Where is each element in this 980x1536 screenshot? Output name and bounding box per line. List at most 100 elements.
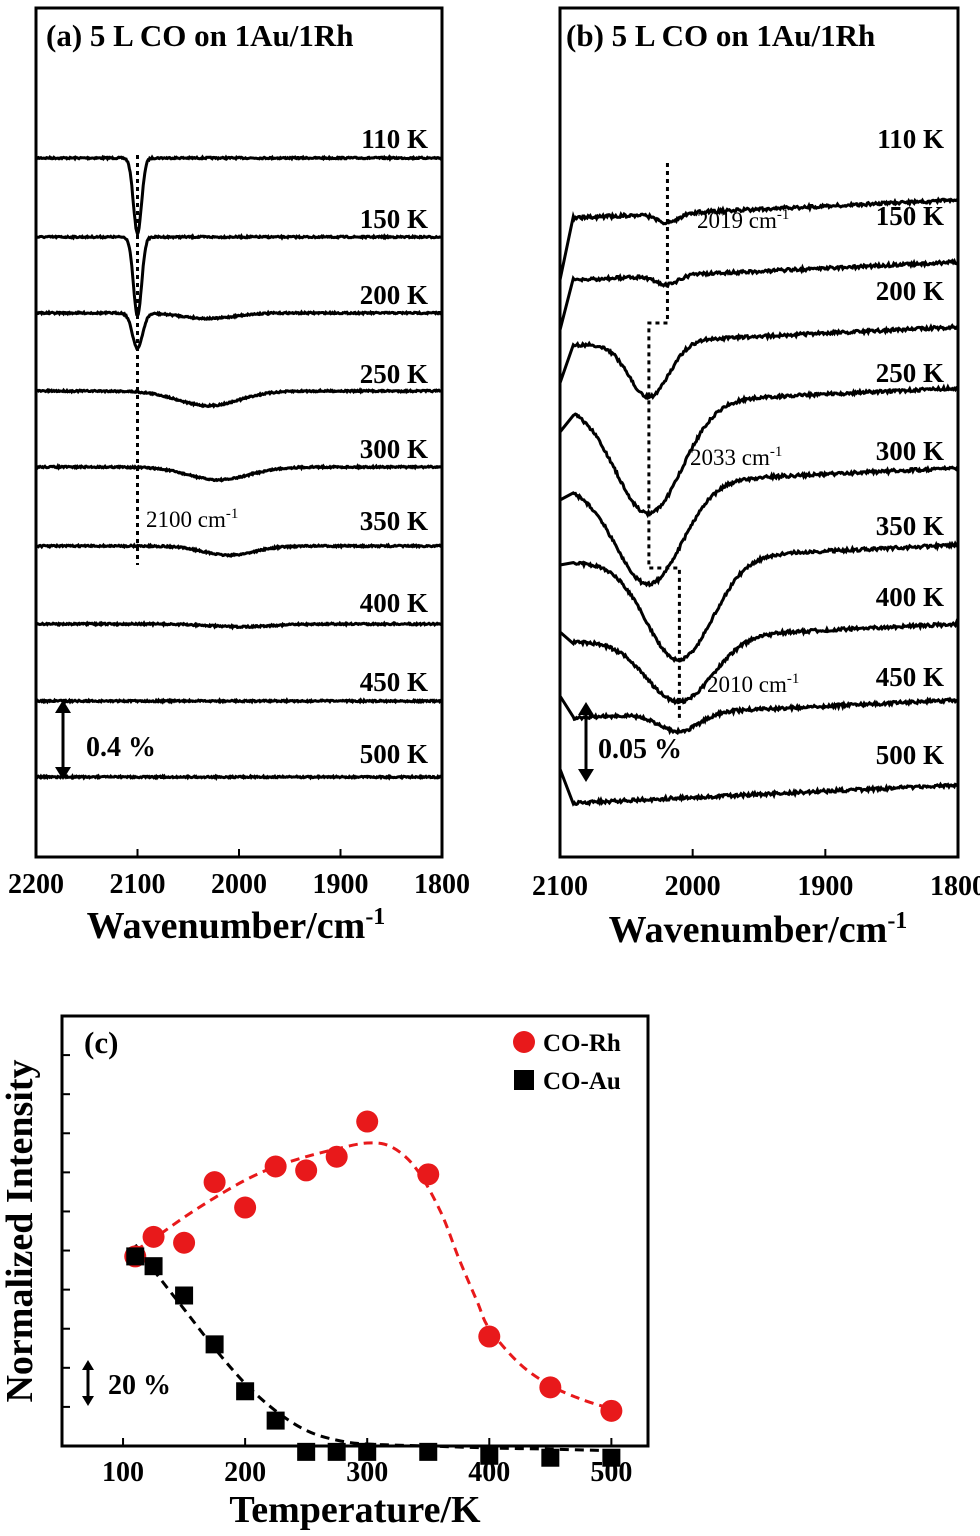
co-au-point bbox=[358, 1442, 377, 1461]
panel-b-x-tick-label: 1800 bbox=[930, 871, 980, 902]
co-au-point bbox=[175, 1286, 194, 1305]
co-rh-point bbox=[264, 1155, 287, 1178]
panel-b-trace-label-300-k: 300 K bbox=[876, 436, 944, 466]
panel-a-trace-450-k bbox=[35, 697, 443, 705]
panel-b-x-tick-label: 1900 bbox=[797, 871, 853, 902]
panel-a-x-tick-label: 1900 bbox=[313, 869, 369, 900]
panel-b-peak-annotation-2010: 2010 cm-1 bbox=[707, 671, 799, 697]
panel-b-trace-label-110-k: 110 K bbox=[877, 124, 944, 154]
panel-a-trace-400-k bbox=[35, 620, 442, 631]
panel-b-peak-annotation-2033: 2033 cm-1 bbox=[690, 444, 782, 470]
panel-b-peak-annotation-2019: 2019 cm-1 bbox=[697, 207, 789, 233]
co-au-point bbox=[144, 1257, 163, 1276]
panel-a-x-tick-label: 2100 bbox=[110, 869, 166, 900]
co-rh-fit-curve bbox=[134, 1141, 612, 1411]
panel-b-trace-350-k bbox=[559, 540, 959, 664]
co-rh-point bbox=[295, 1159, 318, 1182]
panel-b-scale-label: 0.05 % bbox=[598, 734, 682, 765]
panel-a-peak-annotation: 2100 cm-1 bbox=[146, 506, 238, 532]
panel-c-label: (c) bbox=[84, 1025, 118, 1060]
panel-a-scale-label: 0.4 % bbox=[86, 732, 156, 763]
panel-c-x-tick-label: 300 bbox=[346, 1457, 388, 1488]
panel-a-trace-label-150-k: 150 K bbox=[360, 204, 428, 234]
co-rh-point bbox=[600, 1399, 623, 1422]
panel-a: (a) 5 L CO on 1Au/1Rh 110 K 150 K 200 K 250… bbox=[8, 6, 470, 947]
co-au-point bbox=[327, 1442, 346, 1461]
panel-a-x-axis-title: Wavenumber/cm-1 bbox=[87, 904, 386, 947]
panel-c-scale-label: 20 % bbox=[108, 1370, 171, 1401]
panel-a-scale-bar: 0.4 % bbox=[55, 700, 156, 780]
co-rh-point bbox=[173, 1231, 196, 1254]
panel-a-trace-label-200-k: 200 K bbox=[360, 280, 428, 310]
panel-b-trace-label-200-k: 200 K bbox=[876, 276, 944, 306]
panel-a-title: (a) 5 L CO on 1Au/1Rh bbox=[46, 18, 353, 53]
legend-co-au-label: CO-Au bbox=[543, 1068, 621, 1095]
legend-co-au-marker bbox=[514, 1070, 534, 1090]
co-au-point bbox=[205, 1335, 224, 1354]
panel-b-trace-400-k bbox=[559, 618, 959, 706]
co-rh-point bbox=[417, 1163, 440, 1186]
panel-b-trace-200-k bbox=[558, 323, 959, 401]
co-au-point bbox=[236, 1382, 255, 1401]
panel-a-x-tick-label: 2000 bbox=[211, 869, 267, 900]
panel-c: (c) 100 200 300 400 500 CO-Rh CO-Au 20 % Tem… bbox=[0, 1014, 650, 1531]
legend-co-rh-label: CO-Rh bbox=[543, 1030, 621, 1057]
panel-a-x-tick-label: 2200 bbox=[8, 869, 64, 900]
panel-b-trace-500-k bbox=[558, 768, 959, 807]
panel-b-scale-bar: 0.05 % bbox=[578, 702, 682, 782]
panel-c-x-tick-label: 200 bbox=[224, 1457, 266, 1488]
panel-a-trace-label-400-k: 400 K bbox=[360, 588, 428, 618]
panel-b-trace-label-150-k: 150 K bbox=[876, 201, 944, 231]
panel-a-trace-250-k bbox=[34, 387, 442, 409]
co-rh-point bbox=[539, 1376, 562, 1399]
co-au-point bbox=[126, 1247, 145, 1266]
panel-c-y-axis-title: Normalized Intensity bbox=[0, 1059, 41, 1402]
panel-b-trace-150-k bbox=[558, 257, 959, 331]
panel-b-title: (b) 5 L CO on 1Au/1Rh bbox=[566, 18, 875, 53]
panel-b-trace-label-350-k: 350 K bbox=[876, 511, 944, 541]
panel-b-trace-label-400-k: 400 K bbox=[876, 582, 944, 612]
co-rh-point bbox=[234, 1196, 257, 1219]
panel-c-x-axis-title: Temperature/K bbox=[229, 1489, 481, 1531]
panel-b-x-tick-label: 2100 bbox=[532, 871, 588, 902]
panel-a-trace-150-k bbox=[35, 233, 442, 319]
co-rh-point bbox=[203, 1171, 226, 1194]
co-rh-point bbox=[142, 1225, 165, 1248]
panel-c-frame bbox=[60, 1014, 650, 1448]
panel-a-trace-label-450-k: 450 K bbox=[360, 667, 428, 697]
panel-b: (b) 5 L CO on 1Au/1Rh 110 K 150 K 200 K 250… bbox=[532, 6, 980, 951]
panel-b-trace-110-k bbox=[558, 196, 959, 281]
panel-b-trace-250-k bbox=[558, 383, 959, 519]
panel-a-trace-110-k bbox=[34, 154, 443, 239]
panel-b-frame bbox=[558, 6, 960, 859]
co-au-point bbox=[541, 1448, 560, 1467]
panel-b-trace-label-250-k: 250 K bbox=[876, 358, 944, 388]
panel-a-trace-350-k bbox=[35, 542, 442, 559]
co-au-point bbox=[297, 1442, 316, 1461]
co-au-point bbox=[419, 1442, 438, 1461]
co-rh-point bbox=[325, 1145, 348, 1168]
panel-a-trace-label-110-k: 110 K bbox=[361, 124, 428, 154]
panel-a-trace-500-k bbox=[34, 773, 442, 781]
panel-c-x-tick-label: 100 bbox=[102, 1457, 144, 1488]
panel-a-trace-300-k bbox=[35, 462, 443, 483]
panel-a-x-tick-label: 1800 bbox=[414, 869, 470, 900]
panel-c-scale-bar: 20 % bbox=[82, 1360, 171, 1406]
panel-a-trace-label-350-k: 350 K bbox=[360, 506, 428, 536]
panel-b-peak-marker bbox=[647, 163, 681, 722]
co-au-point bbox=[266, 1411, 285, 1430]
panel-a-trace-label-250-k: 250 K bbox=[360, 359, 428, 389]
panel-c-legend: CO-Rh CO-Au bbox=[513, 1030, 621, 1095]
panel-b-trace-label-500-k: 500 K bbox=[876, 740, 944, 770]
panel-a-trace-label-300-k: 300 K bbox=[360, 434, 428, 464]
panel-b-x-tick-label: 2000 bbox=[665, 871, 721, 902]
panel-a-trace-label-500-k: 500 K bbox=[360, 739, 428, 769]
panel-b-trace-300-k bbox=[559, 464, 959, 588]
panel-b-x-axis-title: Wavenumber/cm-1 bbox=[609, 908, 908, 951]
panel-b-trace-label-450-k: 450 K bbox=[876, 662, 944, 692]
co-rh-point bbox=[356, 1110, 379, 1133]
co-rh-point bbox=[478, 1325, 501, 1348]
co-au-point bbox=[602, 1448, 621, 1467]
panel-b-trace-450-k bbox=[558, 695, 959, 736]
